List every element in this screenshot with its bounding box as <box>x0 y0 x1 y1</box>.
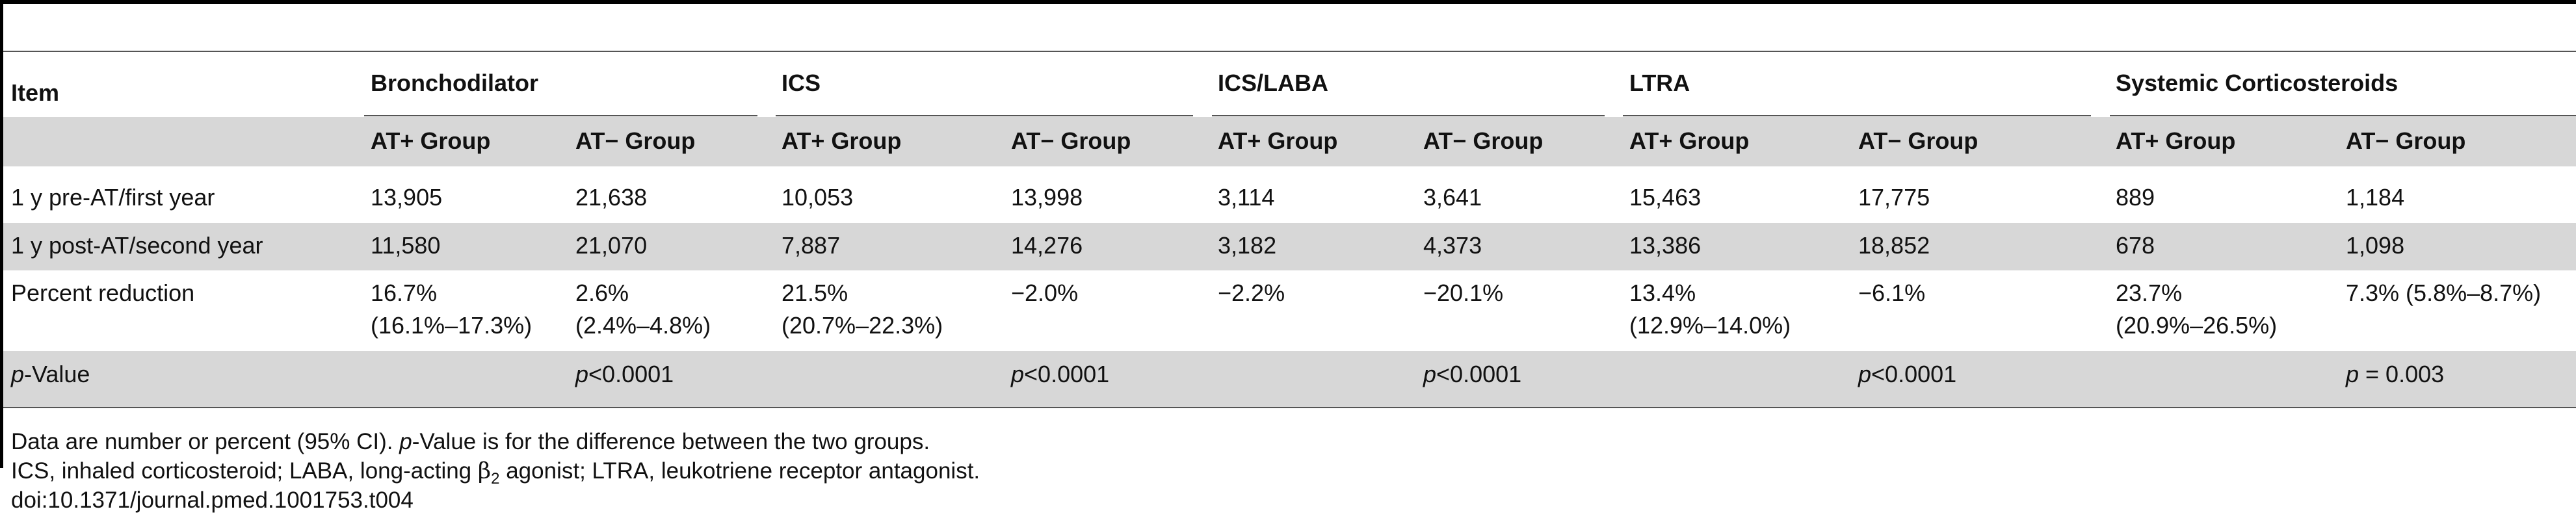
subheader-cell: AT− Group <box>575 127 696 154</box>
p-symbol: p <box>1423 361 1437 387</box>
p-value-cell: p<0.0001 <box>575 361 674 388</box>
table-cell: 1,184 <box>2346 184 2405 211</box>
p-symbol: p <box>1858 361 1872 387</box>
footnote-text: ICS, inhaled corticosteroid; LABA, long-… <box>11 458 478 484</box>
p-value-text: = 0.003 <box>2359 361 2445 387</box>
table-top-rule <box>3 51 2576 52</box>
table-cell: 13,905 <box>371 184 443 211</box>
percent-cell: 7.3% (5.8%–8.7%) <box>2346 280 2542 306</box>
group-rule-ltra <box>1623 115 2091 116</box>
table-cell: 4,373 <box>1423 232 1482 259</box>
p-symbol: p <box>575 361 589 387</box>
group-rule-ics <box>776 115 1193 116</box>
percent-ci: (12.9%–14.0%) <box>1629 312 1791 339</box>
p-value-text: <0.0001 <box>1871 361 1957 387</box>
percent-cell: −6.1% <box>1858 280 1926 306</box>
p-value-text: <0.0001 <box>1024 361 1110 387</box>
p-value-cell: p<0.0001 <box>1858 361 1956 388</box>
table-cell: 3,114 <box>1218 184 1275 211</box>
table-cell: 678 <box>2116 232 2155 259</box>
table-bottom-rule <box>3 407 2576 408</box>
percent-cell: −20.1% <box>1423 280 1504 306</box>
subheader-cell: AT+ Group <box>782 127 902 154</box>
subheader-cell: AT+ Group <box>1629 127 1750 154</box>
subheader-cell: AT− Group <box>1011 127 1131 154</box>
percent-ci: (20.9%–26.5%) <box>2116 312 2278 339</box>
p-symbol: p <box>1011 361 1025 387</box>
table-cell: 13,998 <box>1011 184 1083 211</box>
p-symbol: p <box>2346 361 2359 387</box>
percent-cell: 2.6% <box>575 280 629 306</box>
row-label-pre-at: 1 y pre-AT/first year <box>11 184 215 211</box>
p-symbol: p <box>399 429 412 454</box>
footnote-abbreviations: ICS, inhaled corticosteroid; LABA, long-… <box>11 458 980 492</box>
group-rule-bronchodilator <box>364 115 757 116</box>
percent-cell: 13.4% <box>1629 280 1696 306</box>
p-value-cell: p<0.0001 <box>1423 361 1521 388</box>
p-value-text: <0.0001 <box>1436 361 1522 387</box>
table-cell: 17,775 <box>1858 184 1930 211</box>
subheader-cell: AT− Group <box>2346 127 2466 154</box>
table-cell: 18,852 <box>1858 232 1930 259</box>
percent-cell: 16.7% <box>371 280 438 306</box>
top-border <box>0 0 2576 4</box>
percent-ci: (2.4%–4.8%) <box>575 312 711 339</box>
group-header-ltra: LTRA <box>1629 70 1690 96</box>
table-cell: 21,638 <box>575 184 648 211</box>
group-header-ics: ICS <box>782 70 821 96</box>
beta-subscript: 2 <box>491 470 500 488</box>
post-at-row-band <box>3 223 2576 270</box>
table-cell: 889 <box>2116 184 2155 211</box>
footnote-text: -Value is for the difference between the… <box>412 429 930 454</box>
p-symbol: p <box>11 361 25 387</box>
group-header-systemic-corticosteroids: Systemic Corticosteroids <box>2116 70 2399 96</box>
item-header: Item <box>11 79 60 106</box>
table-cell: 21,070 <box>575 232 648 259</box>
left-border <box>0 0 3 468</box>
group-header-ics-laba: ICS/LABA <box>1218 70 1328 96</box>
row-label-p-value: p-Value <box>11 361 90 388</box>
subheader-cell: AT+ Group <box>371 127 491 154</box>
table-cell: 3,641 <box>1423 184 1482 211</box>
p-value-cell: p = 0.003 <box>2346 361 2444 388</box>
p-value-cell: p<0.0001 <box>1011 361 1109 388</box>
percent-cell: −2.0% <box>1011 280 1079 306</box>
table-cell: 10,053 <box>782 184 854 211</box>
footnote-text: agonist; LTRA, leukotriene receptor anta… <box>499 458 980 484</box>
footnote-text: Data are number or percent (95% CI). <box>11 429 400 454</box>
percent-cell: 21.5% <box>782 280 848 306</box>
row-label-post-at: 1 y post-AT/second year <box>11 232 263 259</box>
table-cell: 1,098 <box>2346 232 2405 259</box>
subheader-cell: AT+ Group <box>1218 127 1338 154</box>
table-cell: 15,463 <box>1629 184 1702 211</box>
table-cell: 7,887 <box>782 232 841 259</box>
group-rule-systemic <box>2110 115 2576 116</box>
footnote-data-description: Data are number or percent (95% CI). p-V… <box>11 429 930 455</box>
percent-cell: −2.2% <box>1218 280 1285 306</box>
table-cell: 11,580 <box>371 232 441 259</box>
percent-ci: (20.7%–22.3%) <box>782 312 943 339</box>
table-cell: 13,386 <box>1629 232 1702 259</box>
subheader-band <box>3 117 2576 166</box>
subheader-cell: AT+ Group <box>2116 127 2236 154</box>
group-rule-ics-laba <box>1212 115 1605 116</box>
footnote-doi: doi:10.1371/journal.pmed.1001753.t004 <box>11 488 414 513</box>
row-label-percent-reduction: Percent reduction <box>11 280 195 306</box>
p-value-label-rest: -Value <box>24 361 90 387</box>
percent-cell: 23.7% <box>2116 280 2183 306</box>
beta-symbol: β <box>477 458 492 484</box>
table-cell: 3,182 <box>1218 232 1277 259</box>
subheader-cell: AT− Group <box>1858 127 1978 154</box>
pvalue-row-band <box>3 351 2576 407</box>
table-cell: 14,276 <box>1011 232 1083 259</box>
percent-ci: (16.1%–17.3%) <box>371 312 532 339</box>
subheader-cell: AT− Group <box>1423 127 1544 154</box>
group-header-bronchodilator: Bronchodilator <box>371 70 538 96</box>
p-value-text: <0.0001 <box>588 361 674 387</box>
